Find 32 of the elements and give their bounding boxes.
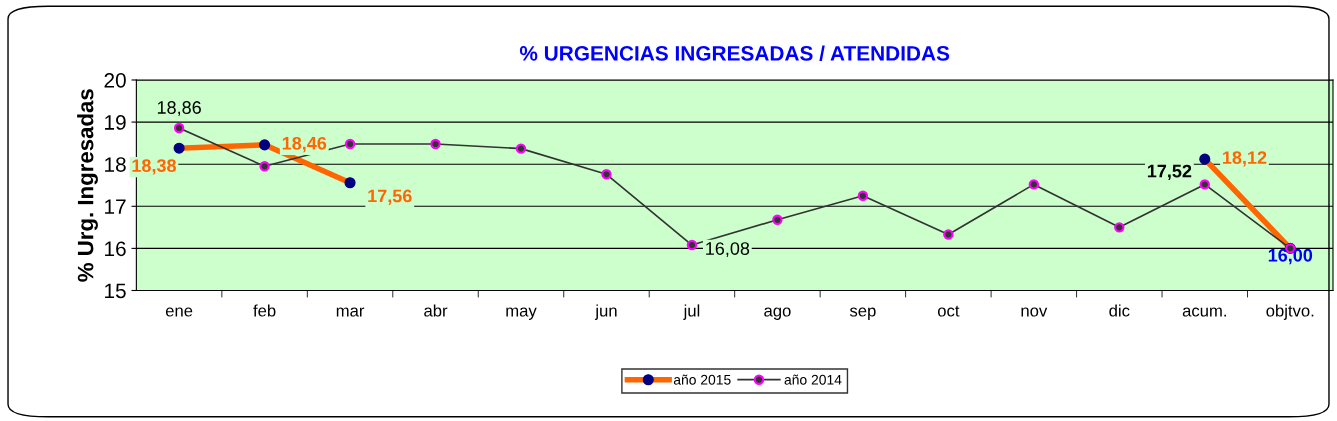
data-label: 17,56: [368, 189, 412, 205]
chart-title: % URGENCIAS INGRESADAS / ATENDIDAS: [519, 45, 950, 61]
y-tick-label: 20: [104, 72, 126, 88]
y-tick-label: 17: [105, 199, 126, 214]
x-tick-label: sep: [849, 307, 876, 320]
x-tick-label: acum.: [1182, 307, 1226, 317]
y-tick-label: 16: [105, 241, 126, 257]
x-tick-label: ene: [165, 307, 193, 317]
y-tick-label: 18: [105, 157, 126, 172]
x-tick-label: abr: [424, 304, 448, 317]
x-tick-label: feb: [253, 304, 276, 317]
y-tick-label: 19: [105, 115, 126, 130]
x-tick-label: ago: [764, 307, 791, 320]
legend-label: año 2015: [673, 374, 731, 385]
y-axis-title: % Urg. Ingresadas: [77, 89, 98, 282]
x-tick-label: nov: [1021, 307, 1048, 317]
x-tick-label: may: [506, 307, 537, 320]
data-label: 17,52: [1147, 164, 1192, 181]
data-label: 18,12: [1223, 151, 1267, 167]
x-tick-label: jun: [594, 304, 617, 320]
x-tick-label: dic: [1109, 304, 1130, 317]
data-label: 18,46: [282, 136, 327, 153]
data-label: 18,38: [132, 159, 176, 175]
x-tick-label: objtvo.: [1266, 304, 1314, 320]
y-tick-label: 15: [105, 283, 126, 299]
data-label: 18,86: [157, 101, 201, 117]
x-tick-label: jul: [683, 304, 700, 320]
legend-label: año 2014: [784, 374, 842, 385]
annotation: 16,00: [1268, 248, 1313, 265]
x-tick-label: oct: [937, 305, 960, 317]
data-label: 16,08: [706, 242, 750, 258]
x-tick-label: mar: [336, 307, 365, 317]
